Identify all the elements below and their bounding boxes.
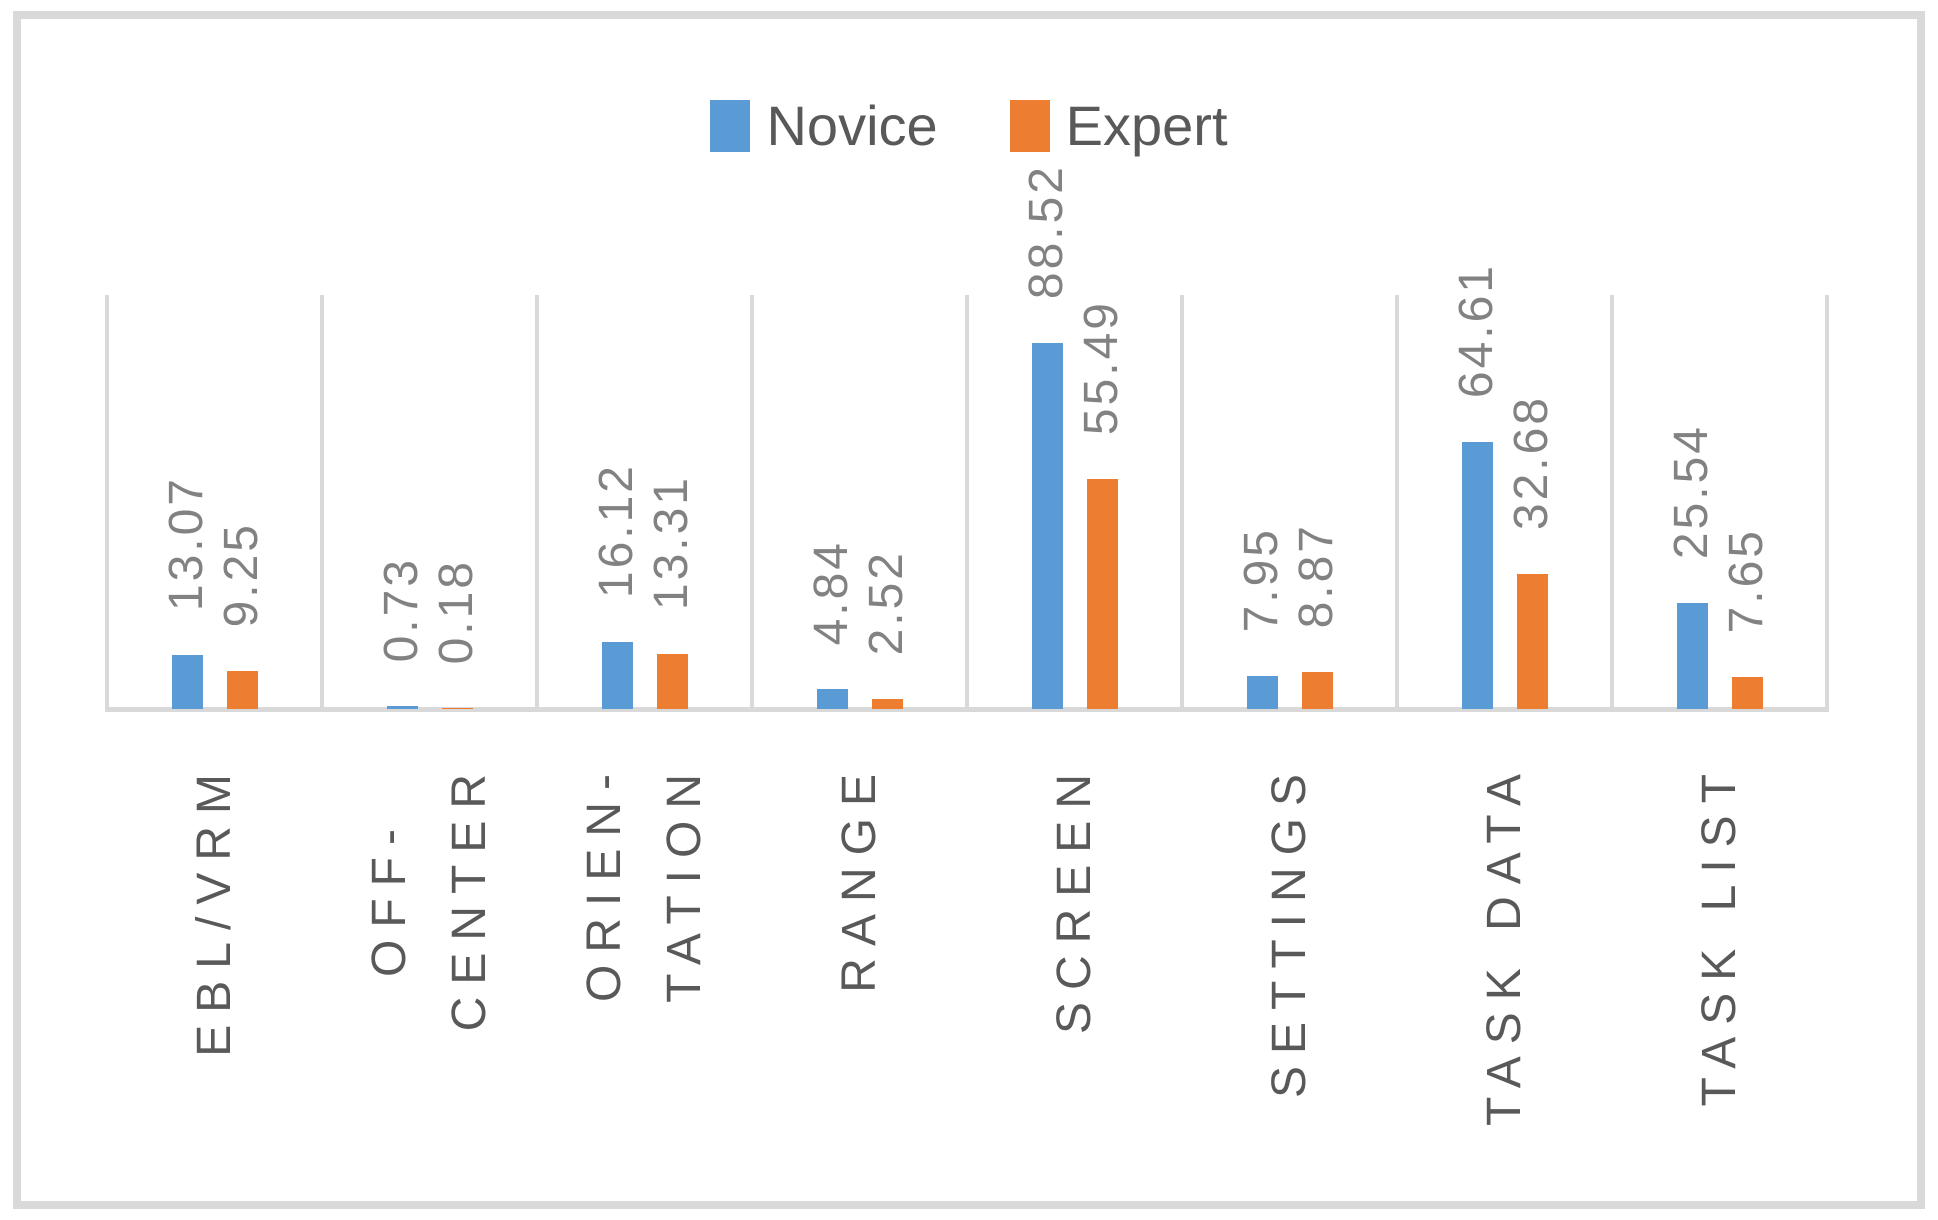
axis-label-line: RANGE (832, 762, 886, 993)
axis-label-line: EBL/VRM (187, 762, 241, 1057)
axis-label-line: SCREEN (1047, 762, 1101, 1035)
legend-item-novice: Novice (710, 94, 938, 157)
legend-item-expert: Expert (1009, 94, 1228, 157)
axis-label-orien-tation: ORIEN- TATION (565, 762, 725, 1003)
bar-novice-settings (1246, 676, 1278, 709)
category-separator-line (1610, 295, 1614, 709)
category-separator-line (750, 295, 754, 709)
axis-label-line: TASK DATA (1477, 762, 1531, 1127)
bar-expert-off-center (441, 708, 473, 709)
chart-legend: Novice Expert (0, 98, 1938, 154)
bar-novice-task-list (1676, 603, 1708, 709)
legend-swatch-novice (710, 100, 751, 152)
bar-expert-screen (1086, 479, 1118, 709)
legend-label-expert: Expert (1065, 94, 1228, 157)
axis-label-line: ORIEN- (577, 762, 631, 1003)
axis-label-line: OFF- (362, 816, 416, 977)
x-axis-line (105, 707, 1829, 712)
axis-label-line: TASK LIST (1692, 762, 1746, 1107)
axis-label-task-list: TASK LIST (1680, 762, 1760, 1107)
category-separator-line (535, 295, 539, 709)
legend-label-novice: Novice (766, 94, 938, 157)
bar-novice-orien-tation (601, 642, 633, 709)
bar-novice-task-data (1461, 442, 1493, 709)
bar-expert-orien-tation (656, 654, 688, 709)
category-separator-line (965, 295, 969, 709)
bar-expert-task-list (1731, 677, 1763, 709)
bar-novice-ebl-vrm (171, 655, 203, 709)
axis-label-line: TATION (657, 762, 711, 1003)
bar-expert-range (871, 699, 903, 709)
bar-expert-ebl-vrm (226, 671, 258, 709)
chart-border-frame (13, 11, 1925, 1209)
bar-expert-settings (1301, 672, 1333, 709)
legend-swatch-expert (1009, 100, 1050, 152)
axis-label-screen: SCREEN (1035, 762, 1115, 1034)
bar-novice-screen (1031, 343, 1063, 709)
axis-label-ebl-vrm: EBL/VRM (175, 762, 255, 1057)
axis-label-line: CENTER (442, 762, 496, 1032)
category-separator-line (1180, 295, 1184, 709)
bar-expert-task-data (1516, 574, 1548, 709)
category-separator-line (1825, 295, 1829, 709)
category-separator-line (105, 295, 109, 709)
axis-label-line: SETTINGS (1262, 762, 1316, 1099)
axis-label-settings: SETTINGS (1250, 762, 1330, 1098)
axis-label-range: RANGE (820, 762, 900, 993)
axis-label-task-data: TASK DATA (1465, 762, 1545, 1126)
bar-novice-range (816, 689, 848, 709)
category-separator-line (1395, 295, 1399, 709)
axis-label-off-center: OFF- CENTER (350, 762, 510, 1031)
bar-novice-off-center (386, 706, 418, 709)
category-separator-line (320, 295, 324, 709)
